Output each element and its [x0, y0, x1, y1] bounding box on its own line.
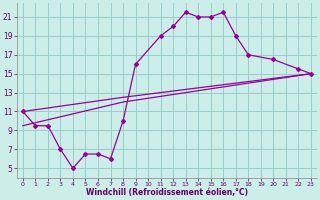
X-axis label: Windchill (Refroidissement éolien,°C): Windchill (Refroidissement éolien,°C): [86, 188, 248, 197]
